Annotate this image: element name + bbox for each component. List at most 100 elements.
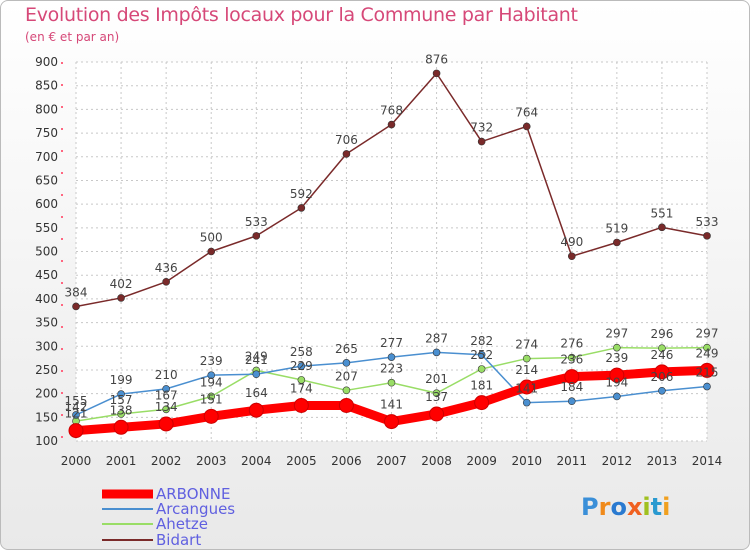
data-label-bidart: 500	[200, 231, 223, 245]
y-tick-label: 500	[35, 245, 58, 259]
data-point-arcangues	[703, 382, 711, 391]
x-tick-label: 2002	[151, 454, 182, 468]
y-tick-label: 400	[35, 292, 58, 306]
data-label-bidart: 533	[245, 215, 268, 229]
data-point-ahetze	[342, 386, 351, 395]
data-point-arbonne	[384, 414, 399, 430]
x-tick-label: 2008	[421, 454, 452, 468]
data-point-ahetze	[703, 343, 711, 352]
data-label-bidart: 764	[515, 105, 538, 119]
data-point-bidart	[252, 232, 261, 240]
data-label-ahetze: 229	[290, 359, 313, 373]
data-point-arbonne	[699, 362, 715, 378]
data-label-arcangues: 184	[560, 380, 583, 394]
legend-label-ahetze: Ahetze	[156, 515, 208, 533]
data-label-bidart: 533	[696, 215, 719, 229]
data-label-ahetze: 296	[650, 327, 673, 341]
data-label-arcangues: 241	[245, 353, 268, 367]
data-label-arbonne: 164	[245, 386, 268, 400]
x-tick-label: 2001	[106, 454, 137, 468]
data-point-bidart	[522, 122, 531, 131]
data-point-ahetze	[207, 392, 216, 401]
y-tick-label: 300	[35, 339, 58, 353]
data-point-arcangues	[162, 385, 170, 393]
data-point-arbonne	[113, 419, 129, 435]
data-point-arcangues	[432, 348, 441, 357]
data-point-ahetze	[387, 378, 396, 387]
data-point-ahetze	[613, 343, 621, 352]
data-label-ahetze: 249	[245, 349, 268, 363]
data-point-arbonne	[293, 397, 309, 413]
data-point-arbonne	[564, 369, 580, 385]
data-label-arbonne: 181	[470, 379, 493, 393]
data-point-bidart	[387, 120, 396, 129]
data-label-ahetze: 274	[515, 338, 538, 352]
data-point-arcangues	[207, 371, 216, 379]
data-label-arbonne: 246	[650, 348, 673, 362]
data-label-arcangues: 199	[110, 373, 133, 387]
y-tick-label: 850	[35, 79, 58, 93]
data-point-arcangues	[522, 398, 531, 407]
x-tick-label: 2006	[331, 454, 362, 468]
data-label-ahetze: 201	[425, 372, 448, 386]
y-tick-label: 800	[35, 102, 58, 116]
data-label-bidart: 436	[155, 261, 178, 275]
proxiti-logo: Proxiti	[581, 493, 670, 521]
y-tick-label: 450	[35, 268, 58, 282]
data-label-ahetze: 194	[200, 375, 223, 389]
data-point-arcangues	[342, 359, 351, 367]
y-tick-label: 550	[35, 221, 58, 235]
data-label-arbonne: 121	[65, 407, 88, 421]
y-tick-label: 350	[35, 316, 58, 330]
x-tick-label: 2005	[286, 454, 317, 468]
data-point-arbonne	[654, 364, 670, 380]
data-point-bidart	[342, 150, 351, 158]
data-label-bidart: 732	[470, 121, 493, 135]
data-point-arcangues	[297, 362, 306, 370]
data-label-arbonne: 151	[200, 392, 223, 406]
data-label-ahetze: 252	[470, 348, 493, 362]
data-point-ahetze	[162, 405, 170, 414]
data-label-arcangues: 258	[290, 345, 313, 359]
data-label-ahetze: 297	[605, 327, 628, 341]
data-label-arbonne: 138	[110, 403, 133, 417]
data-point-ahetze	[658, 344, 666, 352]
y-tick-label: 600	[35, 197, 58, 211]
data-point-ahetze	[432, 389, 441, 397]
data-label-arcangues: 282	[470, 334, 493, 348]
data-point-bidart	[162, 278, 170, 286]
data-label-ahetze: 223	[380, 362, 403, 376]
data-label-ahetze: 297	[696, 327, 719, 341]
legend-label-bidart: Bidart	[156, 531, 201, 549]
data-label-bidart: 876	[425, 52, 448, 66]
data-point-arbonne	[248, 402, 264, 418]
chart-subtitle: (en € et par an)	[25, 30, 120, 44]
data-point-arcangues	[567, 397, 576, 406]
data-label-bidart: 706	[335, 133, 358, 147]
data-label-bidart: 490	[560, 235, 583, 249]
data-point-ahetze	[567, 353, 576, 362]
data-point-bidart	[567, 252, 576, 261]
legend-label-arcangues: Arcangues	[156, 500, 235, 518]
data-point-arbonne	[609, 367, 625, 383]
x-tick-label: 2003	[196, 454, 227, 468]
data-point-bidart	[72, 302, 80, 311]
data-point-arcangues	[387, 353, 396, 361]
data-point-ahetze	[297, 376, 306, 384]
data-point-bidart	[432, 69, 441, 78]
x-tick-label: 2009	[466, 454, 497, 468]
data-label-bidart: 519	[605, 221, 628, 235]
x-tick-label: 2000	[61, 454, 92, 468]
y-tick-label: 900	[35, 55, 58, 69]
data-label-bidart: 402	[110, 277, 133, 291]
data-point-arbonne	[203, 408, 219, 424]
data-point-ahetze	[117, 410, 125, 418]
x-tick-label: 2014	[692, 454, 723, 468]
data-label-arcangues: 215	[696, 366, 719, 380]
y-tick-label: 750	[35, 126, 58, 140]
data-label-bidart: 592	[290, 187, 313, 201]
data-label-arcangues: 194	[605, 375, 628, 389]
data-point-arbonne	[474, 395, 490, 411]
